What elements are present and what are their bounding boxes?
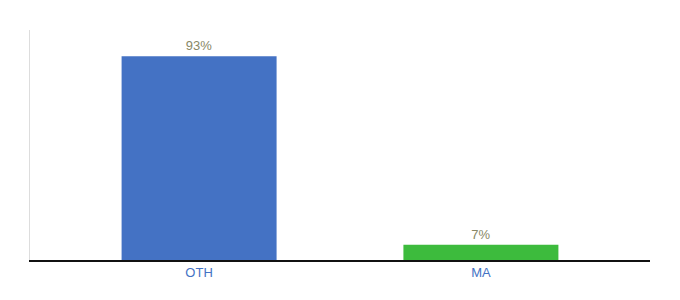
svg-text:OTH: OTH — [185, 265, 212, 280]
svg-text:7%: 7% — [471, 227, 490, 242]
svg-text:MA: MA — [471, 265, 491, 280]
svg-text:93%: 93% — [186, 38, 212, 53]
